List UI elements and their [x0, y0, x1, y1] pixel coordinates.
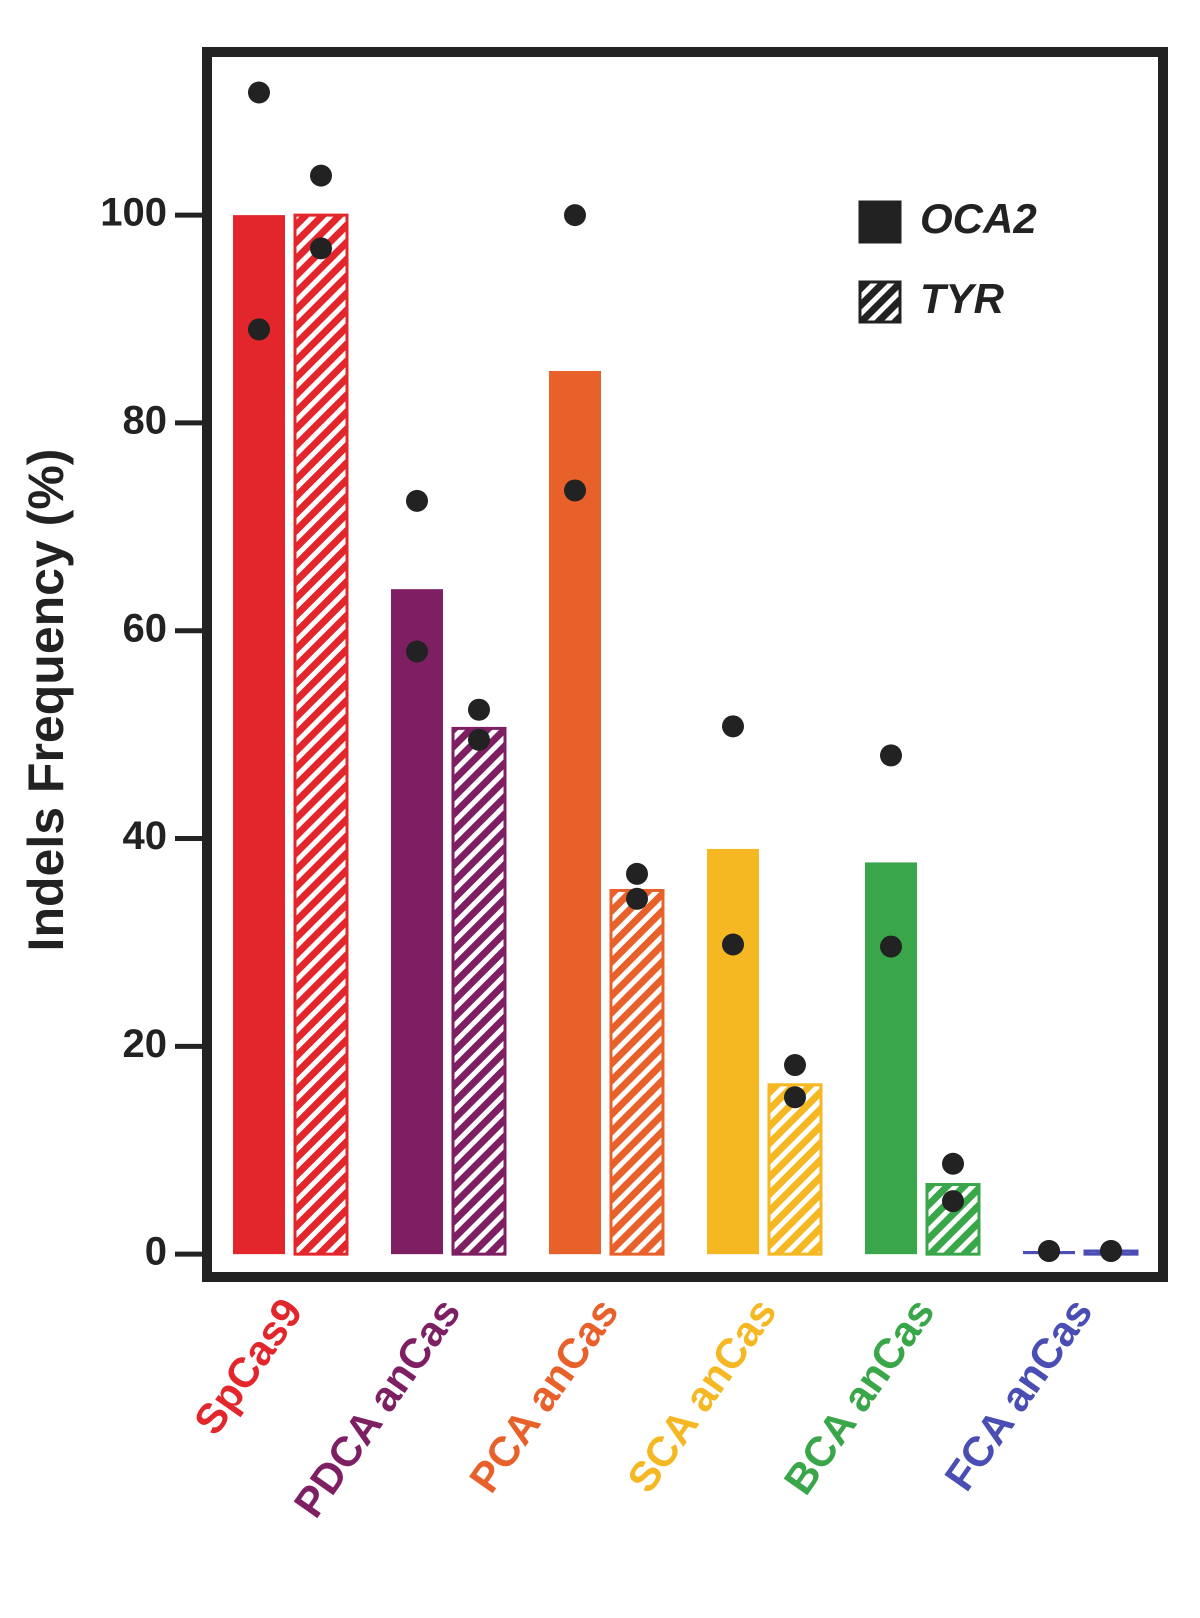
replicate-point	[626, 862, 648, 885]
replicate-point	[310, 164, 332, 187]
replicate-point	[468, 698, 490, 721]
replicate-point	[784, 1054, 806, 1077]
bar	[293, 213, 349, 1256]
legend-swatch	[858, 280, 902, 324]
replicate-point	[406, 640, 428, 663]
x-tick-label: PDCA anCas	[285, 1290, 470, 1526]
bar	[549, 370, 601, 1255]
legend-label: TYR	[920, 275, 1005, 322]
bar	[609, 888, 665, 1256]
bar	[925, 1183, 981, 1256]
replicate-point	[626, 887, 648, 910]
bar	[767, 1083, 823, 1256]
x-tick-label: PCA anCas	[460, 1290, 627, 1501]
replicate-point	[406, 489, 428, 512]
replicate-point	[248, 318, 270, 341]
replicate-point	[248, 81, 270, 104]
replicate-point	[880, 935, 902, 958]
bar	[233, 215, 285, 1255]
replicate-point	[722, 933, 744, 956]
bar	[451, 726, 507, 1256]
x-tick-label: SCA anCas	[618, 1290, 785, 1501]
replicate-point	[564, 204, 586, 227]
replicate-point	[310, 237, 332, 260]
x-tick-label: FCA anCas	[935, 1290, 1101, 1499]
replicate-point	[1038, 1240, 1060, 1263]
y-tick-label: 0	[145, 1230, 167, 1274]
y-tick-label: 60	[123, 606, 168, 650]
y-tick-label: 20	[123, 1022, 168, 1066]
replicate-point	[722, 715, 744, 738]
y-tick-label: 40	[123, 814, 168, 858]
y-axis-title: Indels Frequency (%)	[18, 449, 74, 952]
plot-frame	[202, 47, 1168, 1282]
x-tick-label: SpCas9	[185, 1290, 312, 1443]
replicate-point	[880, 744, 902, 767]
replicate-point	[942, 1152, 964, 1175]
replicate-point	[942, 1190, 964, 1213]
legend-label: OCA2	[920, 195, 1037, 242]
bar	[865, 862, 917, 1255]
x-tick-label: BCA anCas	[775, 1290, 944, 1503]
replicate-point	[564, 479, 586, 502]
bar	[391, 589, 443, 1255]
legend-swatch	[858, 200, 902, 244]
bar	[707, 848, 759, 1255]
replicate-point	[1100, 1240, 1122, 1263]
y-tick-label: 80	[123, 398, 168, 442]
replicate-point	[468, 728, 490, 751]
y-tick-label: 100	[100, 191, 167, 235]
replicate-point	[784, 1086, 806, 1109]
